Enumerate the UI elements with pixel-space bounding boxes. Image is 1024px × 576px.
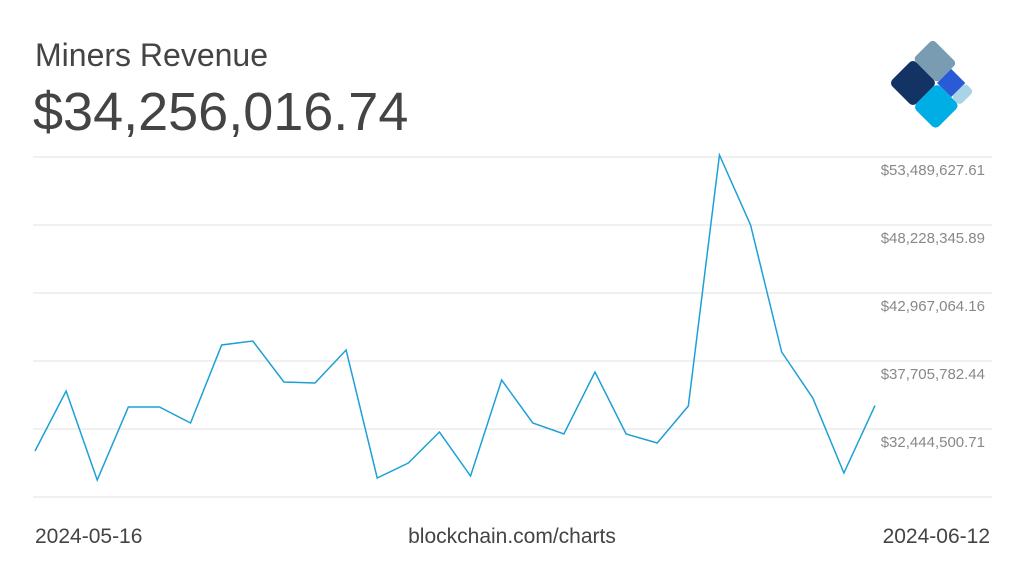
y-tick-label: $48,228,345.89 bbox=[881, 230, 985, 247]
chart-title: Miners Revenue bbox=[35, 37, 268, 73]
logo-piece bbox=[952, 84, 973, 104]
y-tick-label: $42,967,064.16 bbox=[881, 298, 985, 315]
logo-piece bbox=[915, 85, 958, 128]
line bbox=[34, 152, 876, 483]
y-tick-label: $53,489,627.61 bbox=[881, 162, 985, 179]
logo-piece bbox=[914, 40, 956, 82]
logo bbox=[890, 40, 973, 128]
logo-piece bbox=[890, 61, 935, 105]
current-value: $34,256,016.74 bbox=[33, 82, 408, 142]
x-tick-label: 2024-06-12 bbox=[883, 525, 990, 548]
y-tick-label: $32,444,500.71 bbox=[881, 434, 985, 451]
source: blockchain.com/charts bbox=[408, 525, 616, 548]
y-tick-label: $37,705,782.44 bbox=[881, 366, 985, 383]
x-tick-label: 2024-05-16 bbox=[35, 525, 142, 548]
